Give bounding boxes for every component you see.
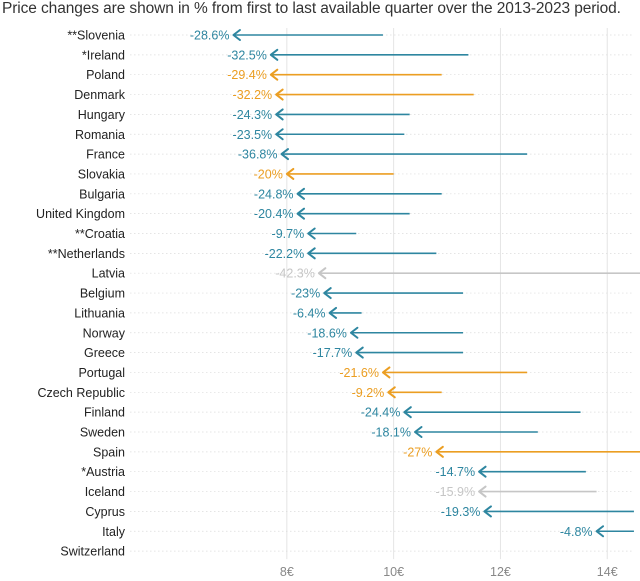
country-label: France [86,148,125,162]
country-label: Spain [93,445,125,459]
country-label: United Kingdom [36,207,125,221]
x-tick-label: 14€ [597,565,618,579]
country-label: Belgium [80,287,125,301]
country-label: Slovakia [78,167,125,181]
country-label: Switzerland [60,545,125,559]
country-label: Norway [83,326,126,340]
value-label: -36.8% [238,148,278,162]
value-label: -27% [403,445,432,459]
arrow-head [349,326,359,339]
value-label: -6.4% [293,306,326,320]
value-label: -18.1% [371,426,411,440]
arrow-head [232,29,241,41]
country-label: Sweden [80,426,125,440]
value-label: -9.7% [272,227,305,241]
arrow-head [296,207,306,220]
arrow-head [317,267,327,280]
value-label: -22.2% [265,247,305,261]
value-label: -24.3% [233,108,273,122]
arrow-head [478,485,487,498]
country-label: Iceland [85,485,125,499]
arrow-head [280,148,289,161]
value-label: -29.4% [227,68,267,82]
country-label: Cyprus [85,505,125,519]
value-label: -15.9% [435,485,475,499]
x-tick-label: 8€ [280,565,294,579]
arrow-head [435,445,444,458]
arrow-head [285,167,295,180]
country-label: **Slovenia [67,29,125,43]
x-tick-label: 10€ [383,565,404,579]
arrow-head [269,48,279,61]
x-axis: 8€10€12€14€16€ [280,565,618,579]
arrow-layer [232,29,640,538]
country-label: Lithuania [74,306,125,320]
value-label: -21.6% [339,366,379,380]
arrow-head [307,227,316,240]
value-label: -14.7% [435,465,475,479]
label-layer: **Slovenia -28.6% *Ireland -32.5% Poland -29.… [36,29,593,559]
country-label: Poland [86,68,125,82]
arrow-head [483,505,492,518]
value-label: -20% [254,167,283,181]
arrow-head [403,406,412,419]
arrow-head [323,287,332,300]
arrow-head [275,88,284,101]
country-label: Finland [84,406,125,420]
arrow-head [328,306,338,319]
value-label: -32.2% [233,88,273,102]
arrow-head [307,247,316,260]
arrow-head [355,346,364,359]
value-label: -19.3% [441,505,481,519]
arrow-head [275,128,284,141]
country-label: Greece [84,346,125,360]
value-label: -18.6% [307,326,347,340]
value-label: -17.7% [313,346,353,360]
country-label: Denmark [74,88,125,102]
country-label: Portugal [78,366,125,380]
arrow-head [381,366,391,379]
value-label: -32.5% [227,48,267,62]
value-label: -24.8% [254,187,294,201]
country-label: Romania [75,128,125,142]
arrow-head [387,386,396,399]
value-label: -20.4% [254,207,294,221]
country-label: **Croatia [75,227,125,241]
value-label: -4.8% [560,525,593,539]
x-tick-label: 12€ [490,565,511,579]
country-label: Hungary [78,108,126,122]
country-label: Latvia [92,267,125,281]
arrow-head [275,108,284,121]
country-label: Bulgaria [79,187,125,201]
arrow-head [478,465,487,478]
arrow-head [269,68,279,81]
country-label: *Ireland [82,48,125,62]
arrow-head [296,187,306,200]
country-label: Czech Republic [37,386,125,400]
value-label: -9.2% [352,386,385,400]
chart-title: Price changes are shown in % from first … [2,0,621,17]
country-label: **Netherlands [48,247,125,261]
country-label: Italy [102,525,126,539]
value-label: -23.5% [233,128,273,142]
value-label: -24.4% [361,406,401,420]
value-label: -28.6% [190,29,230,43]
value-label: -42.3% [275,267,315,281]
arrow-head [595,525,605,538]
value-label: -23% [291,287,320,301]
arrow-head [414,426,423,438]
country-label: *Austria [81,465,125,479]
